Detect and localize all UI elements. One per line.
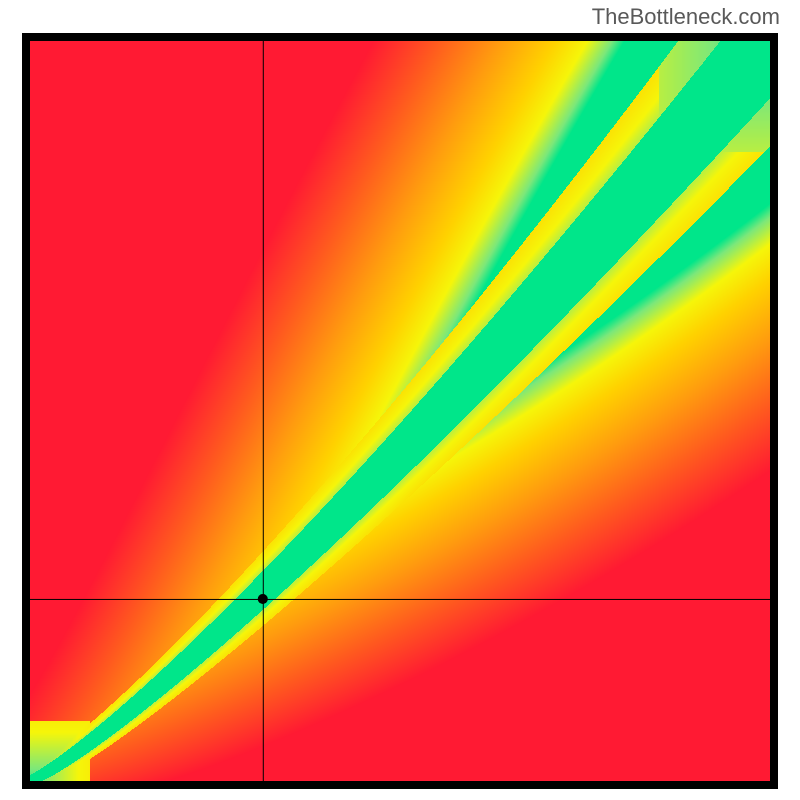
chart-container: TheBottleneck.com [0, 0, 800, 800]
bottleneck-heatmap [30, 41, 770, 781]
watermark-text: TheBottleneck.com [592, 4, 780, 30]
